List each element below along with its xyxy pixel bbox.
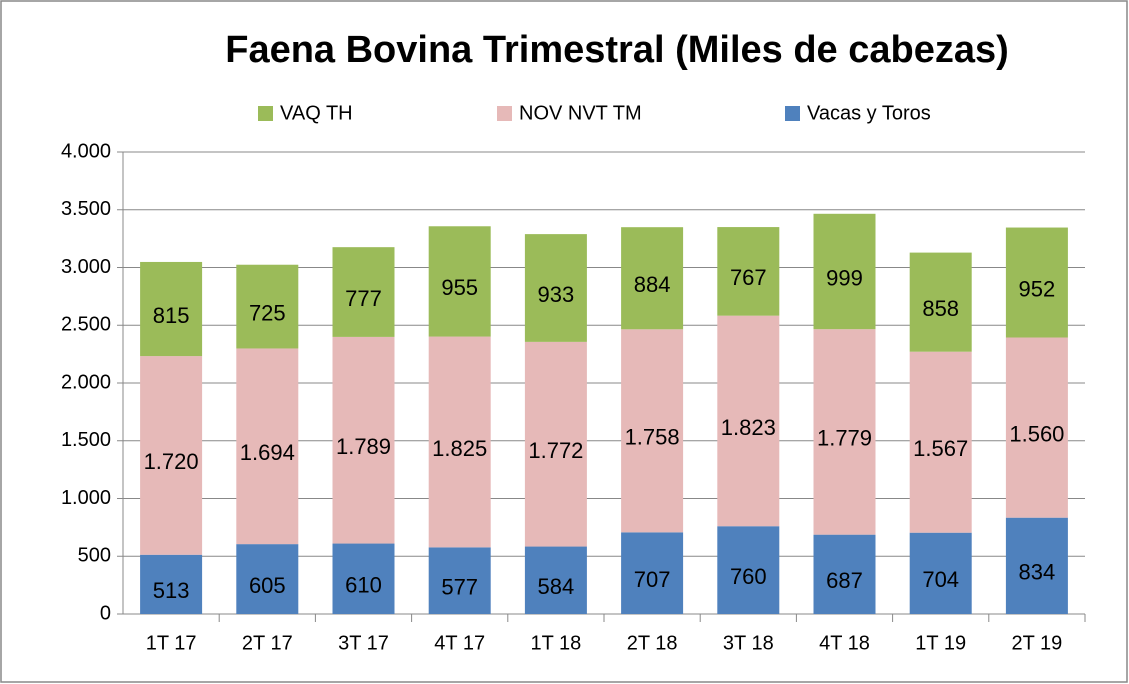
data-label: 1.560 — [1009, 421, 1064, 446]
bar-segment — [717, 526, 780, 614]
bar-segment — [717, 227, 780, 316]
bar-segment — [332, 543, 395, 614]
data-label: 577 — [441, 574, 478, 599]
x-tick-label: 4T 17 — [434, 632, 485, 654]
bar-segment — [909, 532, 972, 614]
x-tick-label: 2T 19 — [1012, 632, 1063, 654]
bar-segment — [909, 252, 972, 352]
data-label: 999 — [826, 265, 863, 290]
data-label: 725 — [249, 300, 286, 325]
data-label: 1.825 — [432, 436, 487, 461]
x-tick-label: 1T 18 — [531, 632, 582, 654]
data-label: 584 — [538, 574, 575, 599]
legend-swatch — [785, 106, 800, 121]
data-label: 605 — [249, 573, 286, 598]
data-label: 704 — [922, 567, 959, 592]
y-tick-label: 1.500 — [61, 429, 111, 451]
bar-segment — [524, 234, 587, 342]
x-tick-label: 4T 18 — [819, 632, 870, 654]
bar-segment — [813, 534, 876, 614]
data-label: 1.772 — [528, 438, 583, 463]
x-tick-label: 2T 18 — [627, 632, 678, 654]
x-tick-label: 3T 18 — [723, 632, 774, 654]
bar-segment — [621, 227, 684, 330]
legend-label: VAQ TH — [280, 102, 353, 124]
bar-segment — [236, 264, 299, 349]
data-label: 1.779 — [817, 426, 872, 451]
bar-segment — [140, 356, 203, 555]
y-tick-label: 0 — [100, 602, 111, 624]
data-label: 777 — [345, 286, 382, 311]
legend-label: NOV NVT TM — [519, 102, 642, 124]
x-tick-label: 1T 19 — [915, 632, 966, 654]
bar-segment — [813, 213, 876, 330]
data-label: 955 — [441, 275, 478, 300]
bar-segment — [236, 544, 299, 614]
data-label: 1.758 — [625, 425, 680, 450]
data-label: 933 — [538, 282, 575, 307]
data-label: 815 — [153, 303, 190, 328]
y-tick-label: 3.000 — [61, 256, 111, 278]
bar-segment — [428, 547, 491, 614]
data-label: 1.720 — [144, 449, 199, 474]
bar-segment — [332, 247, 395, 337]
data-label: 1.694 — [240, 440, 295, 465]
bar-segment — [621, 329, 684, 533]
chart-title: Faena Bovina Trimestral (Miles de cabeza… — [225, 29, 1009, 71]
bar-segment — [1005, 337, 1068, 518]
legend-label: Vacas y Toros — [807, 102, 931, 124]
data-label: 767 — [730, 265, 767, 290]
bar-segment — [621, 532, 684, 614]
bar-segment — [1005, 517, 1068, 614]
data-label: 760 — [730, 564, 767, 589]
data-label: 707 — [634, 567, 671, 592]
data-label: 858 — [922, 296, 959, 321]
x-tick-label: 3T 17 — [338, 632, 389, 654]
bar-segment — [524, 341, 587, 547]
data-label: 513 — [153, 578, 190, 603]
data-label: 884 — [634, 272, 671, 297]
y-tick-label: 4.000 — [61, 140, 111, 162]
legend-swatch — [497, 106, 512, 121]
bar-segment — [813, 329, 876, 535]
x-tick-label: 2T 17 — [242, 632, 293, 654]
data-label: 1.789 — [336, 434, 391, 459]
data-label: 834 — [1019, 560, 1056, 585]
y-tick-label: 2.000 — [61, 371, 111, 393]
bar-segment — [428, 336, 491, 548]
y-tick-label: 3.500 — [61, 198, 111, 220]
bar-segment — [1005, 227, 1068, 338]
bar-segment — [717, 315, 780, 527]
bar-segment — [140, 261, 203, 357]
x-tick-label: 1T 17 — [146, 632, 197, 654]
y-tick-label: 1.000 — [61, 487, 111, 509]
bar-segment — [332, 336, 395, 544]
data-label: 1.567 — [913, 436, 968, 461]
bar-segment — [909, 351, 972, 533]
y-tick-label: 500 — [78, 545, 111, 567]
y-tick-label: 2.500 — [61, 314, 111, 336]
bar-segment — [524, 546, 587, 614]
data-label: 952 — [1019, 276, 1056, 301]
bar-segment — [140, 554, 203, 614]
data-label: 1.823 — [721, 415, 776, 440]
data-label: 687 — [826, 568, 863, 593]
legend-swatch — [258, 106, 273, 121]
data-label: 610 — [345, 573, 382, 598]
bar-segment — [428, 226, 491, 337]
bar-segment — [236, 348, 299, 545]
